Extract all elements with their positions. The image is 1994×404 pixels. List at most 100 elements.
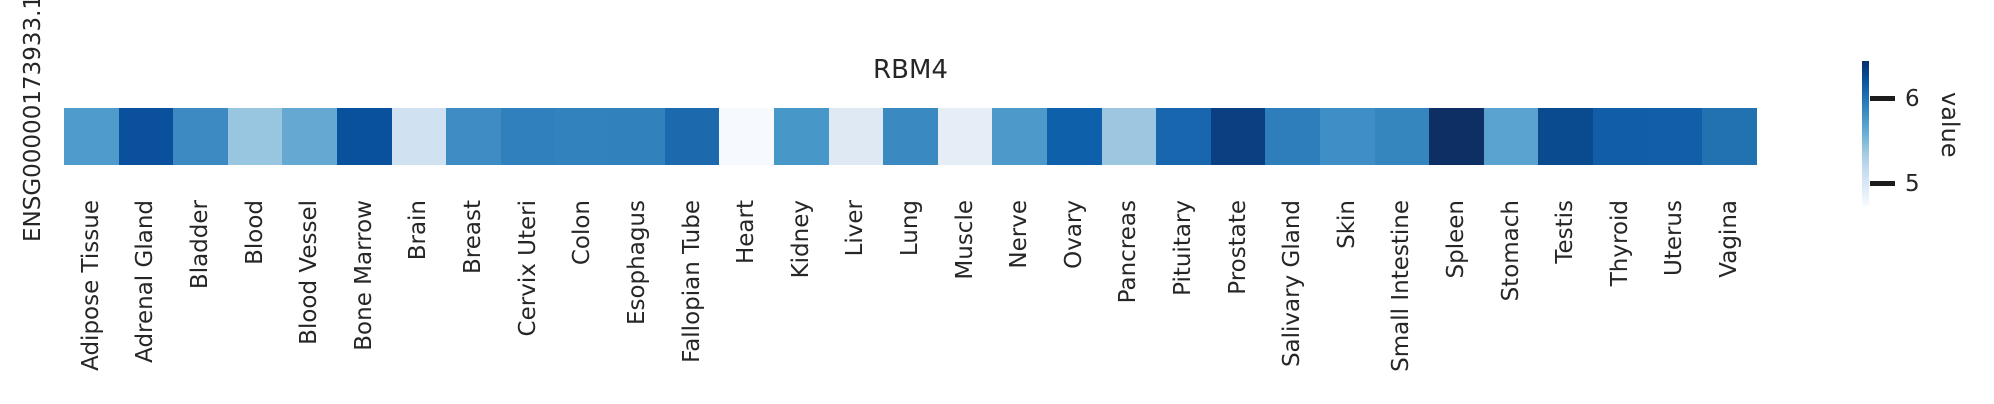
- x-tick-slot: Stomach: [1484, 200, 1539, 400]
- colorbar-axis-label: value: [1936, 92, 1964, 158]
- heatmap-cell: [1647, 108, 1703, 165]
- x-tick-label: Kidney: [787, 200, 814, 279]
- x-tick-slot: Fallopian Tube: [665, 200, 720, 400]
- x-tick-slot: Breast: [446, 200, 501, 400]
- x-tick-label: Salivary Gland: [1279, 200, 1306, 368]
- x-tick-label: Ovary: [1060, 200, 1087, 269]
- x-tick-slot: Adrenal Gland: [119, 200, 174, 400]
- x-tick-slot: Spleen: [1429, 200, 1484, 400]
- x-tick-slot: Uterus: [1648, 200, 1703, 400]
- x-tick-label: Bone Marrow: [350, 200, 377, 351]
- x-tick-label: Breast: [460, 200, 487, 274]
- x-tick-slot: Pituitary: [1156, 200, 1211, 400]
- heatmap-cell: [282, 108, 338, 165]
- heatmap-cell: [1210, 108, 1266, 165]
- heatmap-cell: [719, 108, 774, 165]
- heatmap-cell: [227, 108, 283, 165]
- x-tick-slot: Prostate: [1211, 200, 1266, 400]
- heatmap-cell: [1483, 108, 1539, 165]
- x-tick-label: Colon: [569, 200, 596, 266]
- x-tick-slot: Bone Marrow: [337, 200, 392, 400]
- x-tick-label: Prostate: [1224, 200, 1251, 295]
- x-tick-slot: Brain: [392, 200, 447, 400]
- x-tick-label: Nerve: [1006, 200, 1033, 269]
- heatmap-cell: [664, 108, 720, 165]
- heatmap-cell: [391, 108, 447, 165]
- x-tick-slot: Small Intestine: [1375, 200, 1430, 400]
- x-tick-label: Testis: [1552, 200, 1579, 264]
- chart-title: RBM4: [873, 55, 948, 85]
- colorbar-gradient: [1862, 61, 1869, 206]
- x-tick-slot: Blood Vessel: [282, 200, 337, 400]
- y-axis-row-label: ENSG00000173933.19: [20, 0, 46, 242]
- x-tick-label: Skin: [1333, 200, 1360, 249]
- colorbar-tick-label-5: 5: [1905, 171, 1920, 197]
- colorbar-tick-mark-6: [1870, 96, 1895, 101]
- heatmap-cell: [118, 108, 174, 165]
- heatmap-row: [64, 108, 1757, 165]
- x-tick-slot: Salivary Gland: [1265, 200, 1320, 400]
- x-tick-label: Stomach: [1497, 200, 1524, 302]
- x-tick-label: Cervix Uteri: [514, 200, 541, 337]
- x-tick-slot: Nerve: [992, 200, 1047, 400]
- x-tick-slot: Cervix Uteri: [501, 200, 556, 400]
- x-tick-label: Thyroid: [1606, 200, 1633, 287]
- heatmap-cell: [446, 108, 501, 165]
- x-tick-slot: Kidney: [774, 200, 829, 400]
- x-tick-label: Spleen: [1443, 200, 1470, 279]
- heatmap-cell: [1101, 108, 1157, 165]
- x-tick-label: Esophagus: [623, 200, 650, 326]
- x-tick-slot: Pancreas: [1102, 200, 1157, 400]
- heatmap-cell: [1374, 108, 1430, 165]
- x-tick-label: Vagina: [1716, 200, 1743, 278]
- x-tick-slot: Vagina: [1702, 200, 1757, 400]
- heatmap-cell: [1156, 108, 1211, 165]
- heatmap-cell: [555, 108, 611, 165]
- colorbar-tick-mark-5: [1870, 181, 1895, 186]
- x-tick-slot: Lung: [883, 200, 938, 400]
- heatmap-cell: [1593, 108, 1648, 165]
- x-tick-slot: Heart: [719, 200, 774, 400]
- x-tick-label: Fallopian Tube: [678, 200, 705, 363]
- x-tick-slot: Muscle: [938, 200, 993, 400]
- x-tick-slot: Liver: [829, 200, 884, 400]
- heatmap-cell: [610, 108, 665, 165]
- heatmap-cell: [1702, 108, 1757, 165]
- x-tick-label: Brain: [405, 200, 432, 261]
- x-tick-label: Lung: [896, 200, 923, 257]
- x-tick-label: Heart: [733, 200, 760, 265]
- heatmap-cell: [173, 108, 228, 165]
- x-tick-slot: Thyroid: [1593, 200, 1648, 400]
- x-tick-slot: Testis: [1538, 200, 1593, 400]
- heatmap-cell: [828, 108, 884, 165]
- heatmap-cell: [1538, 108, 1594, 165]
- x-tick-slot: Colon: [555, 200, 610, 400]
- x-tick-slot: Adipose Tissue: [64, 200, 119, 400]
- x-tick-slot: Blood: [228, 200, 283, 400]
- heatmap-cell: [64, 108, 119, 165]
- x-tick-label: Bladder: [187, 200, 214, 290]
- heatmap-cell: [337, 108, 392, 165]
- heatmap-cell: [1046, 108, 1102, 165]
- x-tick-label: Muscle: [951, 200, 978, 280]
- x-tick-label: Liver: [842, 200, 869, 257]
- heatmap-cell: [1429, 108, 1484, 165]
- colorbar-tick-label-6: 6: [1905, 86, 1920, 112]
- x-tick-label: Small Intestine: [1388, 200, 1415, 372]
- heatmap-cell: [1320, 108, 1375, 165]
- x-tick-slot: Esophagus: [610, 200, 665, 400]
- x-tick-slot: Skin: [1320, 200, 1375, 400]
- x-tick-slot: Ovary: [1047, 200, 1102, 400]
- heatmap-cell: [773, 108, 829, 165]
- x-tick-label: Adrenal Gland: [132, 200, 159, 363]
- x-tick-label: Adipose Tissue: [77, 200, 104, 371]
- x-tick-label: Blood Vessel: [296, 200, 323, 345]
- x-tick-label: Pancreas: [1115, 200, 1142, 304]
- x-axis-tick-labels: Adipose Tissue Adrenal Gland Bladder Blood B…: [64, 200, 1757, 400]
- heatmap-cell: [1265, 108, 1321, 165]
- heatmap-cell: [883, 108, 938, 165]
- heatmap-cell: [937, 108, 993, 165]
- x-tick-slot: Bladder: [173, 200, 228, 400]
- x-tick-label: Pituitary: [1169, 200, 1196, 296]
